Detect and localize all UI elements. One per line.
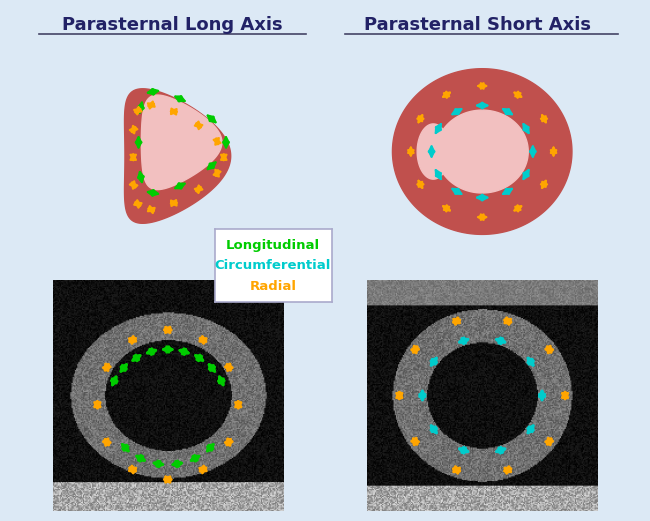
Polygon shape <box>436 110 528 193</box>
Polygon shape <box>125 89 231 224</box>
Polygon shape <box>141 95 222 190</box>
Text: Longitudinal: Longitudinal <box>226 239 320 252</box>
Text: Circumferential: Circumferential <box>214 259 332 272</box>
Text: Radial: Radial <box>250 280 296 293</box>
Polygon shape <box>393 69 572 234</box>
Text: Parasternal Long Axis: Parasternal Long Axis <box>62 16 283 34</box>
Polygon shape <box>417 124 449 179</box>
Text: Parasternal Short Axis: Parasternal Short Axis <box>364 16 592 34</box>
